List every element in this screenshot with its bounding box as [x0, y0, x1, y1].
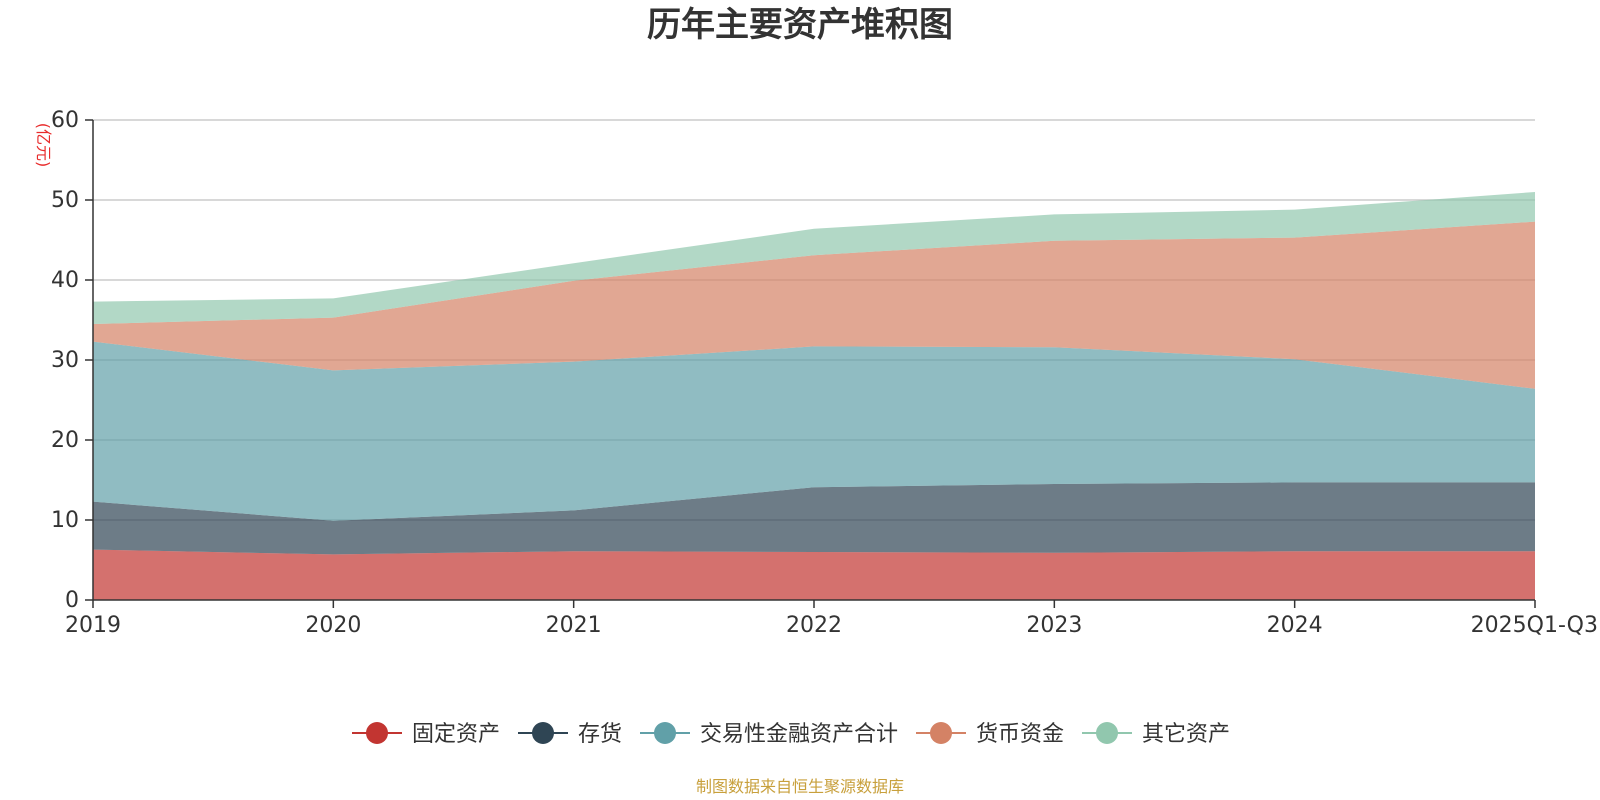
y-tick-label: 20 [51, 428, 79, 453]
legend-circle-icon [366, 722, 388, 744]
legend-label: 存货 [578, 722, 622, 747]
legend-item-1[interactable]: 固定资产 [352, 722, 500, 747]
area-5[interactable] [93, 192, 1535, 324]
legend-item-2[interactable]: 存货 [518, 722, 622, 747]
x-tick-label: 2022 [786, 613, 842, 638]
x-tick-label: 2021 [546, 613, 602, 638]
area-3[interactable] [93, 341, 1535, 521]
area-1[interactable] [93, 549, 1535, 600]
data-source-note: 制图数据来自恒生聚源数据库 [696, 777, 904, 796]
area-series [93, 192, 1535, 600]
x-tick-label: 2024 [1267, 613, 1323, 638]
y-tick-label: 60 [51, 108, 79, 133]
legend-circle-icon [930, 722, 952, 744]
legend-circle-icon [532, 722, 554, 744]
y-tick-label: 30 [51, 348, 79, 373]
axes [85, 119, 1536, 608]
legend-circle-icon [1096, 722, 1118, 744]
legend[interactable]: 固定资产 存货 交易性金融资产合计 货币资金 其它资产 [352, 722, 1230, 747]
x-tick-label: 2020 [305, 613, 361, 638]
legend-label: 其它资产 [1142, 722, 1230, 747]
legend-circle-icon [654, 722, 676, 744]
legend-label: 货币资金 [976, 722, 1064, 747]
y-tick-label: 0 [65, 588, 79, 613]
y-tick-label: 40 [51, 268, 79, 293]
area-2[interactable] [93, 482, 1535, 555]
y-tick-label: 50 [51, 188, 79, 213]
tick-labels: 0 10 20 30 40 50 60 2019 2020 2021 2022 2023 2024 202… [51, 108, 1598, 638]
legend-label: 固定资产 [412, 722, 500, 747]
legend-label: 交易性金融资产合计 [700, 722, 898, 747]
legend-item-4[interactable]: 货币资金 [916, 722, 1064, 747]
area-4[interactable] [93, 221, 1535, 389]
chart-title: 历年主要资产堆积图 [647, 5, 953, 45]
legend-item-3[interactable]: 交易性金融资产合计 [640, 722, 898, 747]
x-tick-label: 2023 [1026, 613, 1082, 638]
y-axis-unit: (亿元) [34, 123, 53, 168]
legend-item-5[interactable]: 其它资产 [1082, 722, 1230, 747]
y-tick-label: 10 [51, 508, 79, 533]
x-tick-label: 2019 [65, 613, 121, 638]
x-tick-label: 2025Q1-Q3 [1471, 613, 1598, 638]
